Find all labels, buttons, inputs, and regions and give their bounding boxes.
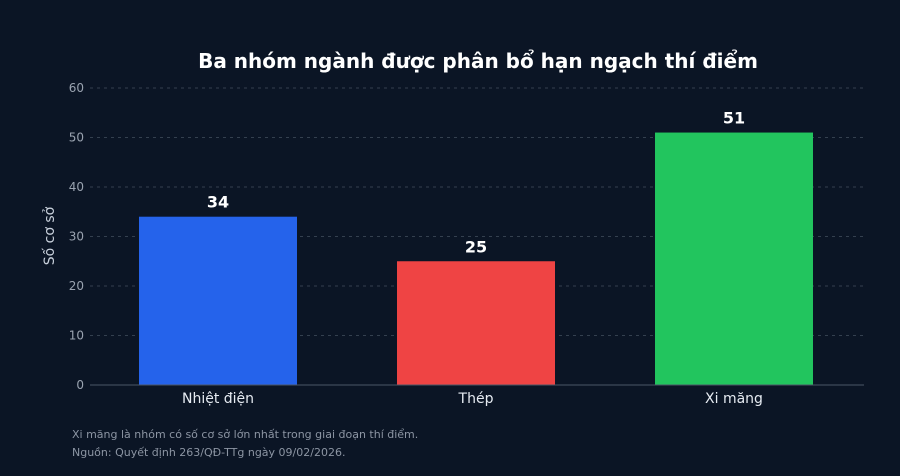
chart-title: Ba nhóm ngành được phân bổ hạn ngạch thí… [198,49,758,73]
x-tick-label: Thép [458,391,494,407]
bar-value-label: 25 [465,237,487,256]
x-tick-label: Xi măng [705,391,763,407]
y-tick-label: 0 [76,378,84,392]
bar [139,216,297,385]
x-tick-label: Nhiệt điện [182,391,254,407]
value-labels: 34 25 51 [207,109,745,257]
bar [397,261,555,385]
bar-chart: Ba nhóm ngành được phân bổ hạn ngạch thí… [41,49,864,407]
y-axis-ticks: 0 10 20 30 40 50 60 [69,81,84,392]
x-axis-ticks: Nhiệt điện Thép Xi măng [182,391,763,407]
bar-value-label: 51 [723,109,745,128]
caption-note: Xi măng là nhóm có số cơ sở lớn nhất tro… [72,428,419,441]
bar-value-label: 34 [207,193,229,212]
source-note: Nguồn: Quyết định 263/QĐ-TTg ngày 09/02/… [72,446,346,459]
y-tick-label: 40 [69,180,84,194]
bars [139,132,813,385]
y-tick-label: 10 [69,329,84,343]
y-axis-label: Số cơ sở [41,206,58,265]
bar [655,132,813,385]
y-tick-label: 20 [69,279,84,293]
y-tick-label: 50 [69,131,84,145]
footnotes: Xi măng là nhóm có số cơ sở lớn nhất tro… [72,426,418,462]
y-tick-label: 30 [69,230,84,244]
y-tick-label: 60 [69,81,84,95]
